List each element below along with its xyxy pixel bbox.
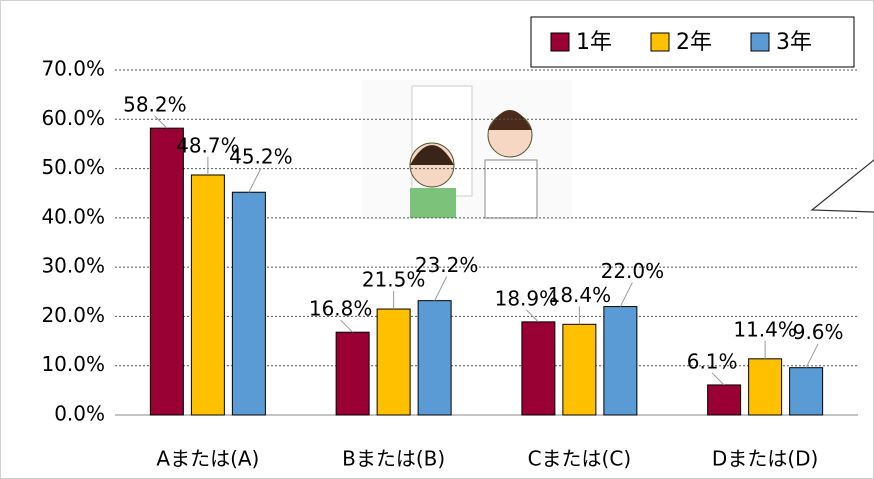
y-tick-label: 70.0%: [41, 57, 105, 81]
leader-line: [711, 372, 725, 386]
speech-bubble: [810, 159, 874, 213]
bar: [748, 358, 783, 416]
leader-line: [805, 343, 819, 368]
data-label: 16.8%: [309, 297, 373, 321]
legend-box: [530, 16, 855, 68]
leader-line: [434, 276, 448, 301]
legend-swatch: [750, 32, 770, 52]
legend-label: 3年: [776, 30, 812, 55]
y-tick-label: 20.0%: [41, 303, 105, 327]
data-label: 18.9%: [495, 286, 559, 310]
x-tick-label: Bまたは(B): [342, 447, 445, 471]
data-label: 9.6%: [793, 320, 844, 344]
data-label: 21.5%: [362, 268, 426, 292]
data-label: 18.4%: [548, 283, 612, 307]
illustration: [362, 80, 572, 220]
bar: [562, 323, 597, 416]
x-tick-label: Dまたは(D): [712, 447, 818, 471]
leader-line: [248, 168, 262, 193]
y-tick-label: 60.0%: [41, 106, 105, 130]
bar: [335, 331, 370, 416]
bar: [231, 191, 266, 416]
leader-line: [619, 282, 633, 307]
data-label: 22.0%: [601, 259, 665, 283]
leader-line: [154, 115, 168, 129]
bar: [707, 384, 742, 416]
bar: [417, 300, 452, 416]
bar: [521, 321, 556, 416]
data-label: 58.2%: [123, 93, 187, 117]
leader-line: [526, 309, 539, 323]
legend-swatch: [650, 32, 670, 52]
bar: [376, 308, 411, 416]
bar: [149, 127, 184, 416]
y-tick-label: 40.0%: [41, 204, 105, 228]
data-label: 6.1%: [687, 349, 738, 373]
x-tick-label: Aまたは(A): [156, 447, 259, 471]
y-tick-label: 10.0%: [41, 352, 105, 376]
legend-label: 1年: [576, 30, 612, 55]
y-tick-label: 0.0%: [54, 402, 105, 426]
data-label: 11.4%: [733, 317, 797, 341]
bar: [603, 306, 638, 416]
bar: [789, 367, 824, 416]
legend-label: 2年: [676, 30, 712, 55]
data-label: 45.2%: [229, 145, 293, 169]
legend-swatch: [550, 32, 570, 52]
y-tick-label: 30.0%: [41, 254, 105, 278]
y-tick-label: 50.0%: [41, 155, 105, 179]
leader-line: [340, 319, 353, 333]
x-tick-label: Cまたは(C): [528, 447, 632, 471]
data-label: 23.2%: [415, 253, 479, 277]
data-label: 48.7%: [176, 133, 240, 157]
bar: [190, 174, 225, 416]
